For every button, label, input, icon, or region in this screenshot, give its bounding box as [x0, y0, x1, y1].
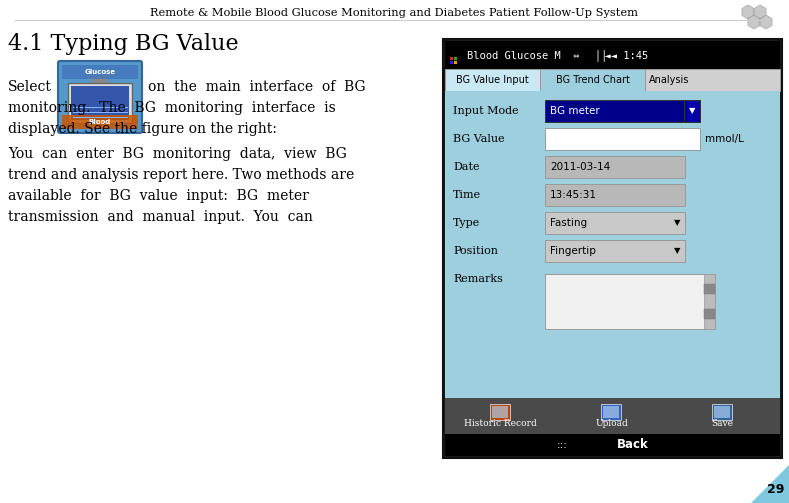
Text: ▼: ▼	[674, 218, 680, 227]
Text: Back: Back	[617, 439, 649, 452]
Bar	[540, 69, 645, 91]
Text: Upload: Upload	[595, 419, 628, 428]
Text: Remote & Mobile Blood Glucose Monitoring and Diabetes Patient Follow-Up System: Remote & Mobile Blood Glucose Monitoring…	[150, 8, 638, 18]
Bar	[62, 115, 138, 129]
Bar	[545, 212, 685, 234]
Bar	[684, 100, 700, 122]
Text: Save: Save	[712, 419, 734, 428]
Text: BG meter: BG meter	[550, 106, 600, 116]
Text: Type: Type	[453, 218, 481, 228]
Bar	[445, 434, 780, 456]
Polygon shape	[760, 15, 772, 29]
Text: on  the  main  interface  of  BG: on the main interface of BG	[148, 80, 365, 94]
Bar	[491, 404, 510, 420]
Text: available  for  BG  value  input:  BG  meter: available for BG value input: BG meter	[8, 189, 308, 203]
Text: Historic Record: Historic Record	[464, 419, 537, 428]
Bar	[715, 406, 731, 418]
Bar	[601, 404, 622, 420]
Bar	[545, 128, 700, 150]
Bar	[445, 398, 780, 434]
Bar	[604, 406, 619, 418]
Bar	[71, 86, 129, 120]
Bar	[545, 156, 685, 178]
Polygon shape	[742, 5, 754, 19]
Text: Select: Select	[8, 80, 52, 94]
Text: Time: Time	[453, 190, 481, 200]
Bar	[704, 309, 715, 319]
Bar	[86, 75, 114, 78]
Text: Remarks: Remarks	[453, 274, 503, 284]
Text: ▼: ▼	[689, 107, 695, 116]
Text: 29: 29	[767, 483, 784, 496]
Bar	[545, 274, 715, 329]
Text: You  can  enter  BG  monitoring  data,  view  BG: You can enter BG monitoring data, view B…	[8, 147, 347, 161]
Text: Glucose: Glucose	[84, 69, 115, 75]
Text: Date: Date	[453, 162, 480, 172]
Text: 13:45:31: 13:45:31	[550, 190, 597, 200]
Text: Position: Position	[453, 246, 498, 256]
Text: :::: :::	[556, 440, 567, 450]
Bar	[445, 91, 780, 398]
Bar	[492, 406, 508, 418]
Bar	[62, 65, 138, 79]
Polygon shape	[754, 5, 766, 19]
Bar	[450, 57, 453, 60]
Bar	[92, 78, 108, 83]
Text: 4.1 Typing BG Value: 4.1 Typing BG Value	[8, 33, 238, 55]
Polygon shape	[748, 15, 760, 29]
Text: 2011-03-14: 2011-03-14	[550, 162, 610, 172]
Polygon shape	[751, 465, 789, 503]
Text: displayed. See the figure on the right:: displayed. See the figure on the right:	[8, 122, 277, 136]
Bar	[545, 184, 685, 206]
Text: Blood Glucose M  ⇔  ▕▕◄◄ 1:45: Blood Glucose M ⇔ ▕▕◄◄ 1:45	[467, 49, 649, 61]
FancyBboxPatch shape	[58, 61, 142, 133]
Bar	[445, 41, 780, 69]
Bar	[445, 69, 540, 91]
Bar	[454, 57, 457, 60]
Text: ▼: ▼	[674, 246, 680, 256]
Bar	[712, 404, 732, 420]
Bar	[450, 61, 453, 64]
Text: BG Value Input: BG Value Input	[456, 75, 529, 85]
Bar	[704, 284, 715, 294]
Text: monitoring.  The  BG  monitoring  interface  is: monitoring. The BG monitoring interface …	[8, 101, 336, 115]
Text: BG Trend Chart: BG Trend Chart	[555, 75, 630, 85]
Bar	[443, 39, 782, 458]
Bar	[704, 274, 715, 329]
Text: Analysis: Analysis	[649, 75, 690, 85]
Bar	[454, 61, 457, 64]
Text: trend and analysis report here. Two methods are: trend and analysis report here. Two meth…	[8, 168, 354, 182]
Text: Fasting: Fasting	[550, 218, 587, 228]
Text: Fingertip: Fingertip	[550, 246, 596, 256]
Text: Blood: Blood	[89, 119, 111, 125]
Bar	[545, 100, 700, 122]
Bar	[545, 240, 685, 262]
Bar	[645, 69, 780, 91]
Text: transmission  and  manual  input.  You  can: transmission and manual input. You can	[8, 210, 313, 224]
Text: BG Value: BG Value	[453, 134, 505, 144]
Text: mmol/L: mmol/L	[705, 134, 744, 144]
Text: Input Mode: Input Mode	[453, 106, 518, 116]
Bar	[68, 83, 132, 123]
